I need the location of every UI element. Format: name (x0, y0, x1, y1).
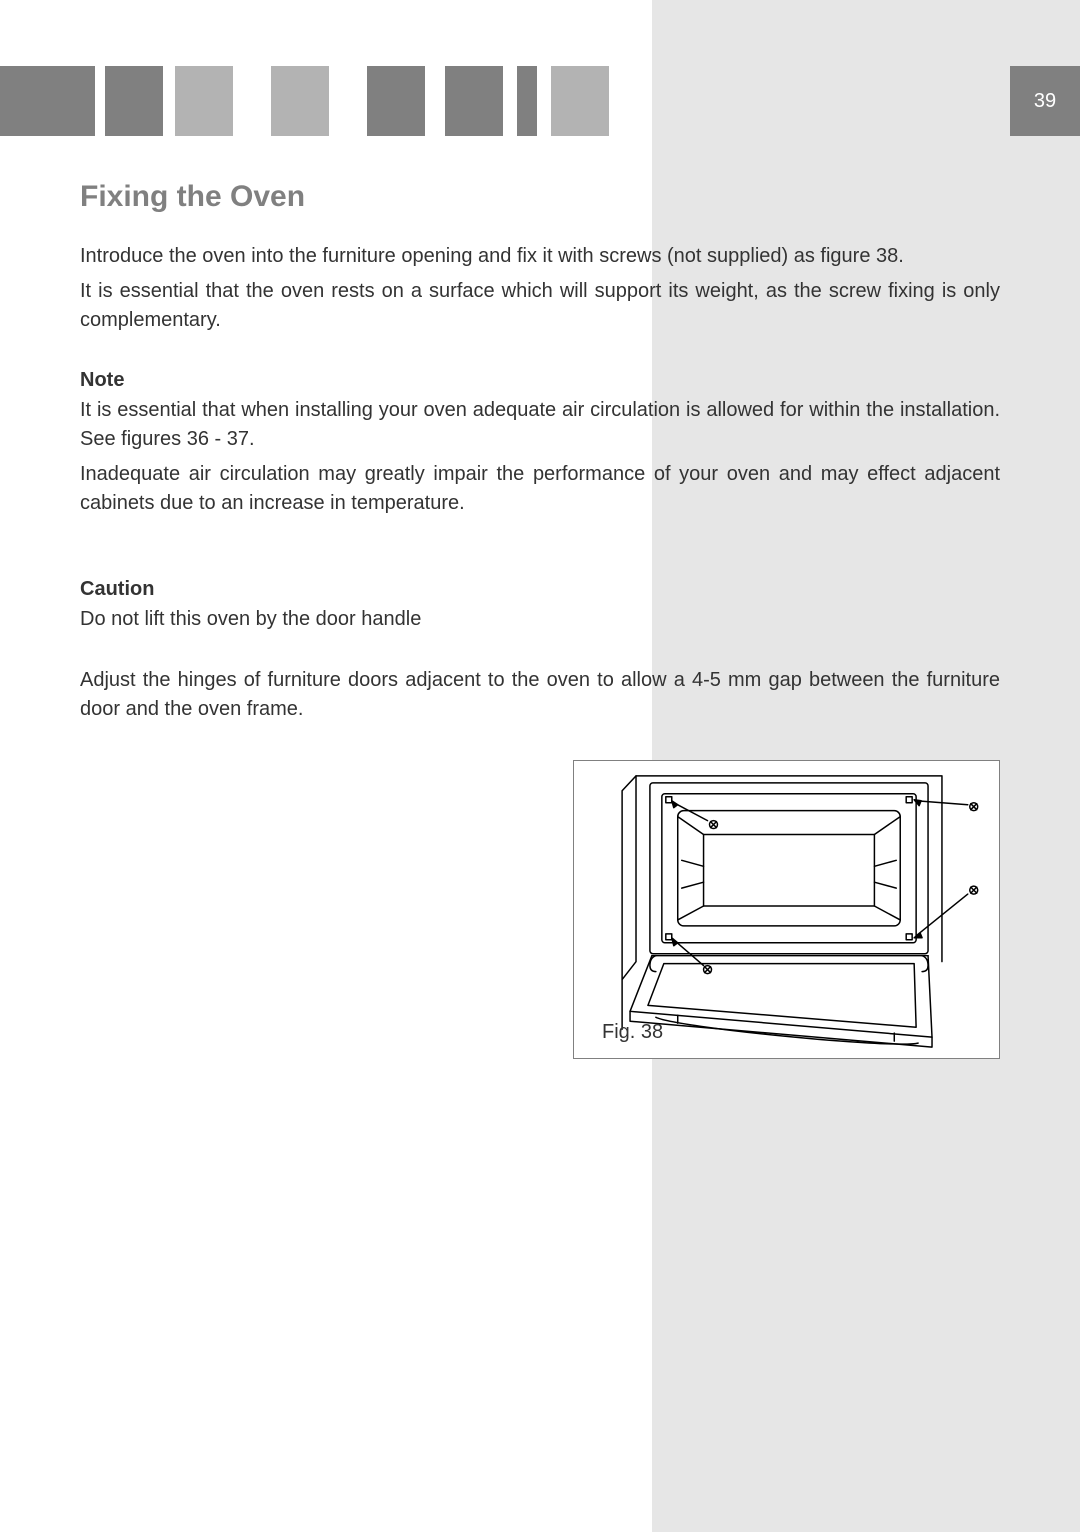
page: 39 Fixing the Oven Introduce the oven in… (0, 0, 1080, 1532)
caution-block: Caution Do not lift this oven by the doo… (80, 578, 1000, 724)
note-paragraph-2: Inadequate air circulation may greatly i… (80, 460, 1000, 518)
header-bar (105, 66, 163, 136)
figure-caption: Fig. 38 (602, 1021, 663, 1044)
caution-paragraph-2: Adjust the hinges of furniture doors adj… (80, 666, 1000, 724)
header-bar (367, 66, 425, 136)
intro-paragraph-1: Introduce the oven into the furniture op… (80, 242, 1000, 271)
page-number-box: 39 (1010, 66, 1080, 136)
header-bar (175, 66, 233, 136)
oven-installation-diagram (574, 761, 999, 1058)
caution-label: Caution (80, 578, 1000, 601)
content-area: Fixing the Oven Introduce the oven into … (80, 180, 1000, 730)
caution-paragraph-1: Do not lift this oven by the door handle (80, 605, 1000, 634)
note-label: Note (80, 369, 1000, 392)
header-bar (517, 66, 537, 136)
page-number: 39 (1034, 90, 1056, 113)
section-heading: Fixing the Oven (80, 180, 1000, 214)
header-bar (445, 66, 503, 136)
header-bar-decoration (0, 66, 609, 136)
header-bar (551, 66, 609, 136)
header-bar (0, 66, 95, 136)
note-block: Note It is essential that when installin… (80, 369, 1000, 518)
intro-paragraph-2: It is essential that the oven rests on a… (80, 277, 1000, 335)
figure-38-box: Fig. 38 (573, 760, 1000, 1059)
header-bar (271, 66, 329, 136)
note-paragraph-1: It is essential that when installing you… (80, 396, 1000, 454)
